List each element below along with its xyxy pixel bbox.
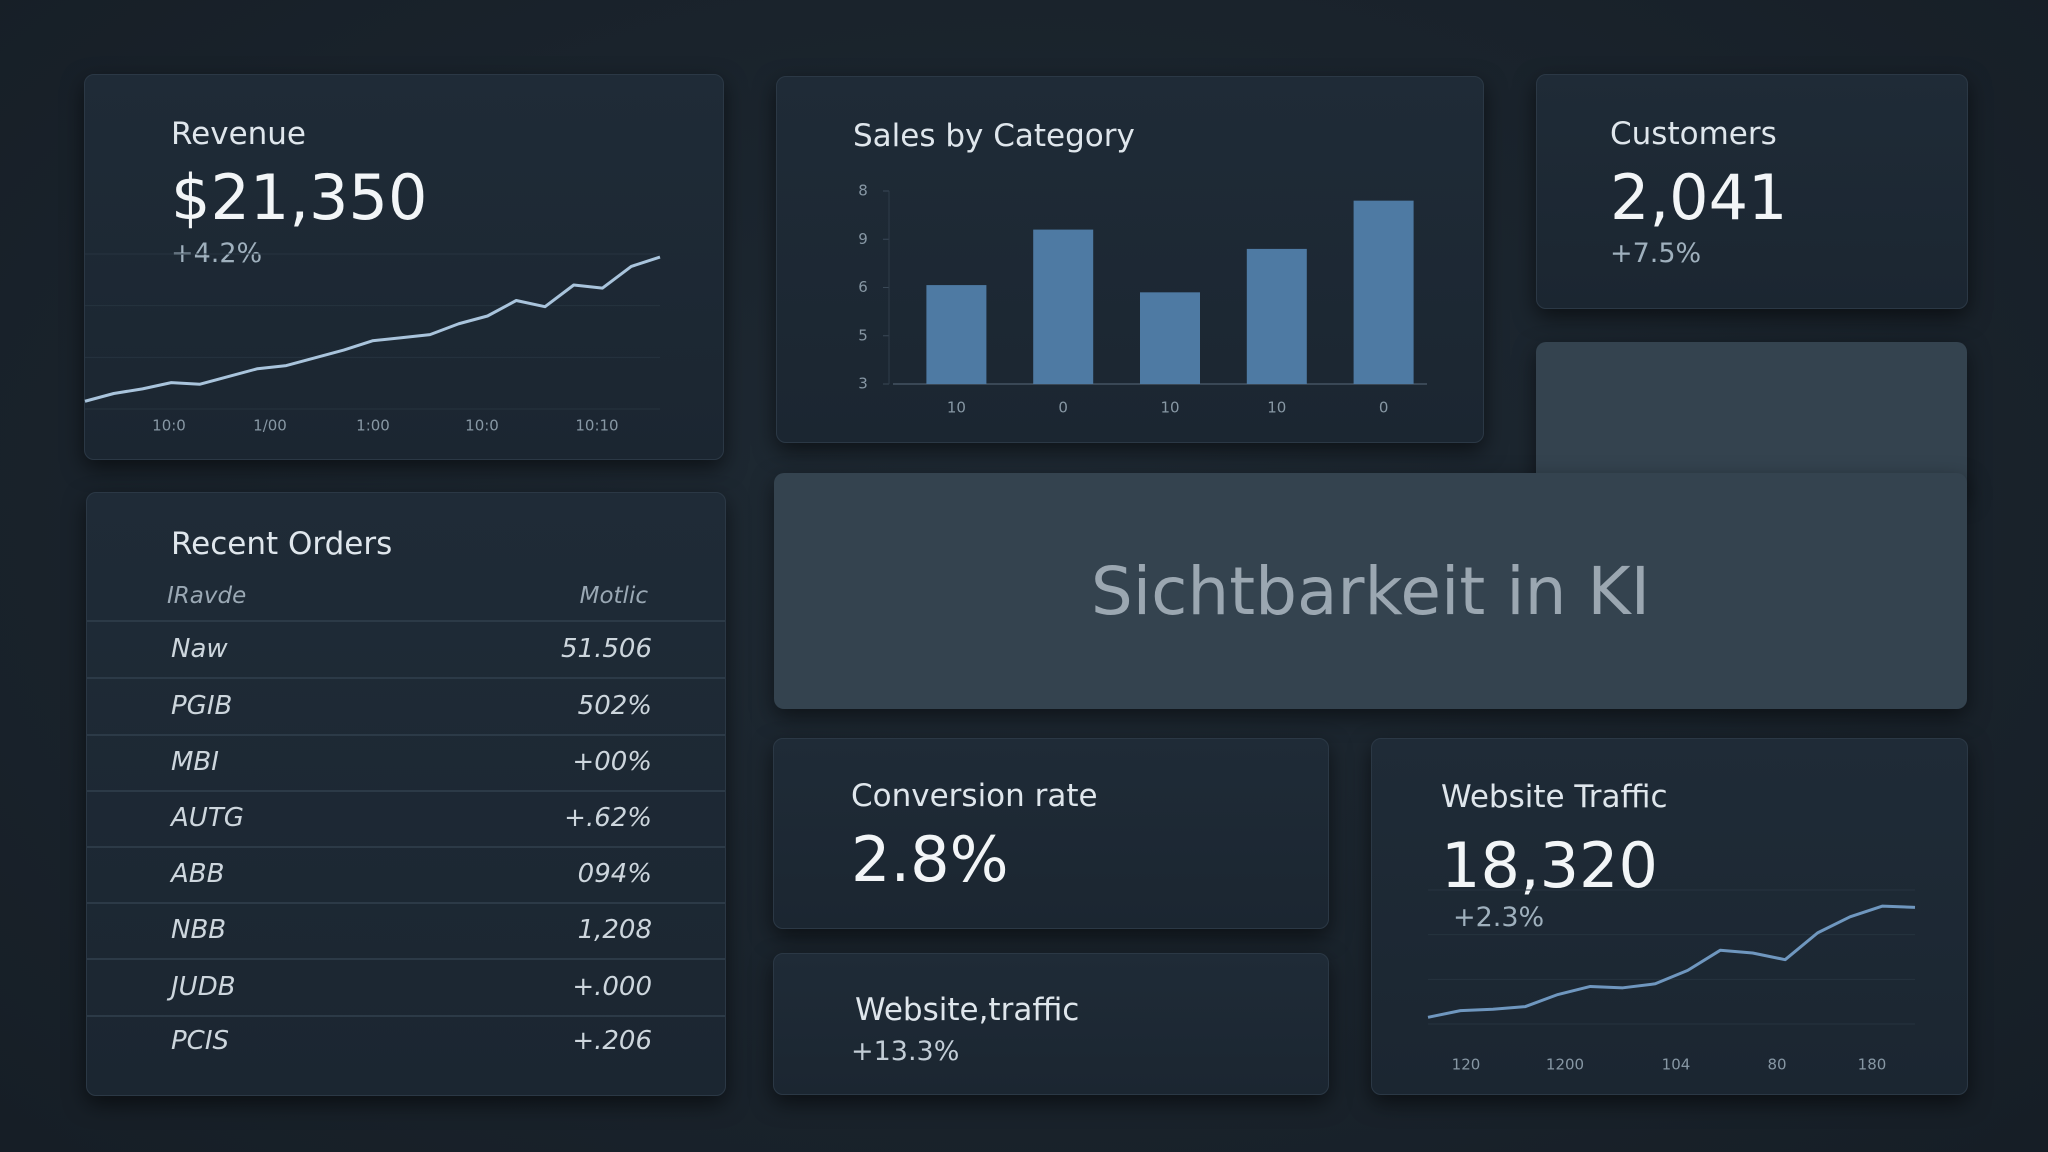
x-tick-label: 10:0	[465, 417, 499, 435]
bar	[926, 285, 987, 384]
x-tick-label: 120	[1452, 1056, 1481, 1074]
kpi-value: 2.8%	[851, 823, 1009, 896]
y-tick-label: 9	[858, 230, 868, 248]
cell: PCIS	[171, 1026, 230, 1056]
kpi-change: +2.3%	[1453, 902, 1545, 933]
x-tick-label: 10:0	[152, 417, 186, 435]
banner-tab	[1536, 342, 1967, 492]
cell: +00%	[572, 747, 652, 777]
cell: +.62%	[564, 803, 652, 833]
cell: NBB	[171, 915, 227, 945]
conversion-card: Conversion rate 2.8%	[773, 738, 1329, 929]
line-chart: 120 1200 104 80 180	[1427, 889, 1916, 1074]
card-title: Website,traffic	[855, 992, 1080, 1028]
kpi-value: 2,041	[1610, 161, 1788, 234]
kpi-value: 18,320	[1441, 829, 1658, 902]
card-title: Revenue	[171, 116, 307, 152]
x-tick-label: 104	[1662, 1056, 1691, 1074]
cell: AUTG	[171, 803, 244, 833]
column-header: IRavde	[167, 583, 247, 609]
customers-card: Customers 2,041 +7.5%	[1536, 74, 1968, 309]
orders-card: Recent Orders IRavde Motlic Naw 51.506 PGI…	[86, 492, 726, 1096]
kpi-value: $21,350	[171, 161, 428, 234]
x-tick-label: 1200	[1546, 1056, 1584, 1074]
cell: 094%	[577, 859, 652, 889]
traffic-card: Website Traffic 18,320 +2.3% 120 1200 104 8…	[1371, 738, 1968, 1095]
card-title: Sales by Category	[853, 118, 1135, 154]
x-tick-label: 1/00	[253, 417, 287, 435]
cell: 51.506	[561, 634, 652, 664]
row-separator	[87, 846, 725, 848]
banner: Sichtbarkeit in KI	[774, 473, 1967, 709]
card-title: Website Traffic	[1441, 779, 1668, 815]
row-separator	[87, 958, 725, 960]
cell: +.206	[572, 1026, 652, 1056]
card-title: Conversion rate	[851, 778, 1098, 814]
banner-title: Sichtbarkeit in KI	[1090, 553, 1651, 630]
column-header: Motlic	[579, 583, 648, 609]
bar	[1246, 248, 1307, 384]
x-tick-label: 10	[947, 399, 966, 417]
line-series	[1427, 904, 1916, 1019]
row-separator	[87, 677, 725, 679]
bar	[1140, 292, 1200, 384]
cell: PGIB	[171, 691, 233, 721]
line-series	[84, 255, 661, 403]
x-tick-label: 180	[1858, 1056, 1887, 1074]
cell: 1,208	[577, 915, 652, 945]
x-tick-label: 0	[1058, 399, 1068, 417]
cell: Naw	[171, 634, 228, 664]
y-tick-label: 3	[858, 375, 868, 393]
bar-chart: 8 9 6 5 3 10 0 10 10 0	[858, 182, 1427, 417]
card-title: Customers	[1610, 116, 1777, 152]
kpi-change: +13.3%	[851, 1036, 960, 1067]
bar	[1033, 229, 1094, 384]
cell: +.000	[572, 972, 652, 1002]
row-separator	[87, 1015, 725, 1017]
traffic-small-card: Website,traffic +13.3%	[773, 953, 1329, 1095]
revenue-card: Revenue $21,350 +4.2% 10:0 1/00 1:00 10:0 10…	[84, 74, 724, 460]
x-tick-label: 10:10	[575, 417, 618, 435]
row-separator	[87, 790, 725, 792]
cell: JUDB	[171, 972, 236, 1002]
row-separator	[87, 734, 725, 736]
kpi-change: +7.5%	[1610, 238, 1702, 269]
y-tick-label: 8	[858, 182, 868, 200]
row-separator	[87, 620, 725, 622]
x-tick-label: 1:00	[356, 417, 390, 435]
line-chart: 10:0 1/00 1:00 10:0 10:10	[84, 253, 661, 435]
cell: 502%	[577, 691, 652, 721]
sales-card: Sales by Category 8 9 6 5 3 10 0 10 10 0	[776, 76, 1484, 443]
x-tick-label: 10	[1160, 399, 1179, 417]
y-tick-label: 5	[858, 326, 868, 344]
y-tick-label: 6	[858, 278, 868, 296]
card-title: Recent Orders	[171, 526, 393, 562]
row-separator	[87, 902, 725, 904]
cell: MBI	[171, 747, 219, 777]
cell: ABB	[171, 859, 225, 889]
x-tick-label: 0	[1379, 399, 1389, 417]
x-tick-label: 80	[1767, 1056, 1786, 1074]
bar	[1353, 200, 1414, 384]
x-tick-label: 10	[1267, 399, 1286, 417]
